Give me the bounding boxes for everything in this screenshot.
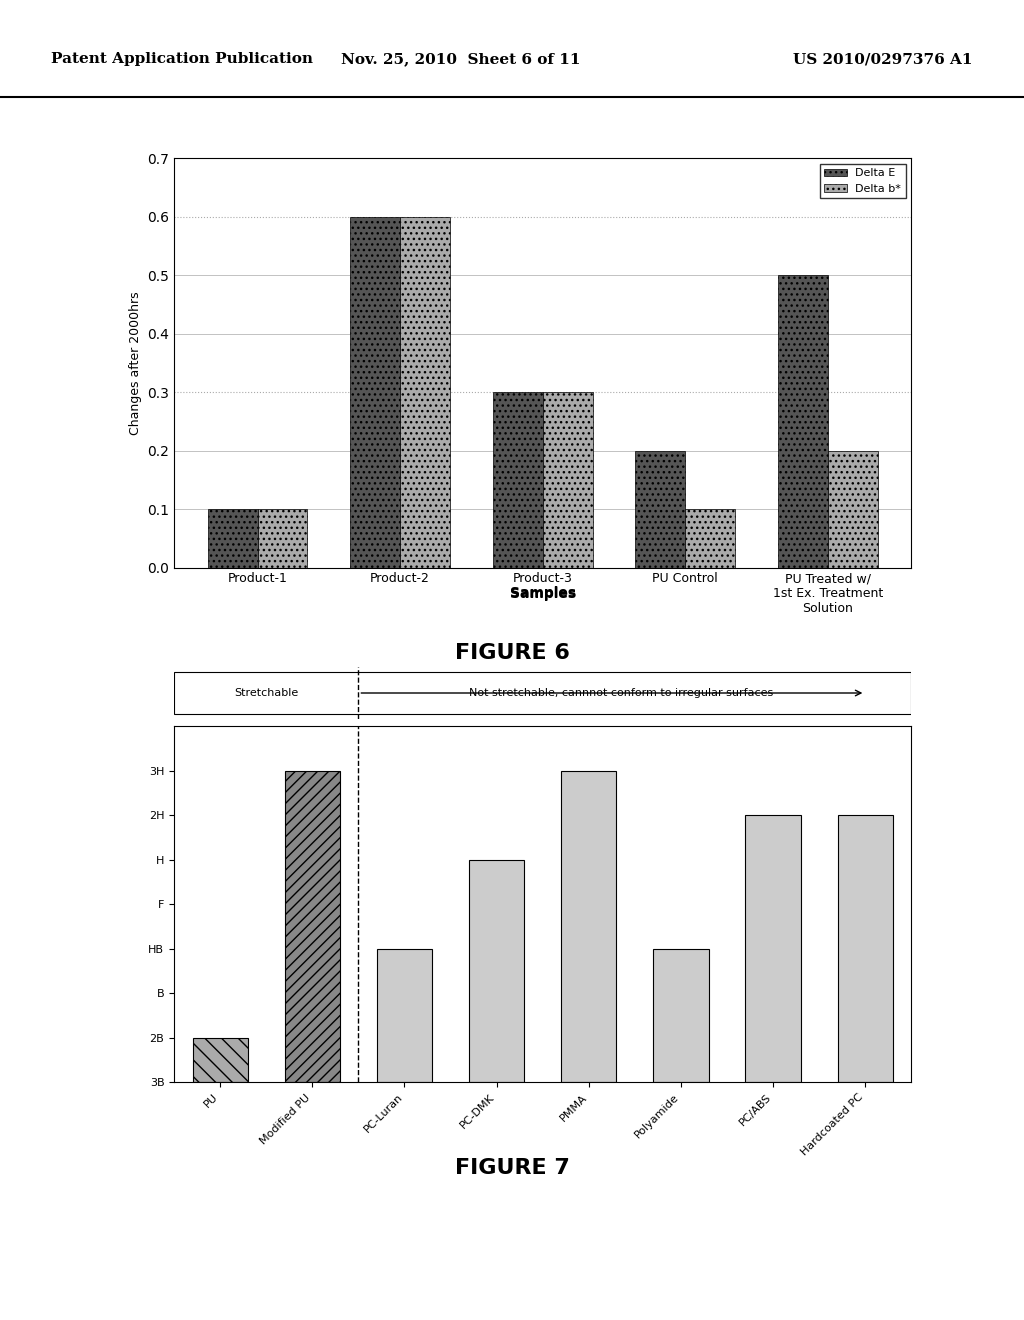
Bar — [828, 450, 878, 568]
Legend: Delta E, Delta b*: Delta E, Delta b* — [820, 164, 906, 198]
Bar — [257, 510, 307, 568]
Y-axis label: Changes after 2000hrs: Changes after 2000hrs — [129, 292, 141, 434]
Text: Nov. 25, 2010  Sheet 6 of 11: Nov. 25, 2010 Sheet 6 of 11 — [341, 53, 581, 66]
Bar — [469, 859, 524, 1082]
Text: Samples: Samples — [510, 587, 575, 602]
Bar — [377, 949, 432, 1082]
Bar — [653, 949, 709, 1082]
Bar — [685, 510, 735, 568]
Bar — [400, 216, 450, 568]
Bar — [778, 276, 828, 568]
Text: Samples: Samples — [510, 586, 575, 601]
Text: Not stretchable, cannnot conform to irregular surfaces: Not stretchable, cannnot conform to irre… — [469, 688, 773, 698]
Bar — [493, 392, 543, 568]
Bar — [543, 392, 593, 568]
Bar — [350, 216, 400, 568]
Text: US 2010/0297376 A1: US 2010/0297376 A1 — [794, 53, 973, 66]
Text: FIGURE 6: FIGURE 6 — [455, 643, 569, 664]
Bar — [285, 771, 340, 1082]
Bar — [636, 450, 685, 568]
Text: FIGURE 7: FIGURE 7 — [455, 1158, 569, 1179]
Bar — [745, 814, 801, 1082]
Bar — [193, 1038, 248, 1082]
Bar — [208, 510, 257, 568]
Bar — [838, 814, 893, 1082]
Text: Stretchable: Stretchable — [234, 688, 298, 698]
Bar — [561, 771, 616, 1082]
Text: Patent Application Publication: Patent Application Publication — [51, 53, 313, 66]
